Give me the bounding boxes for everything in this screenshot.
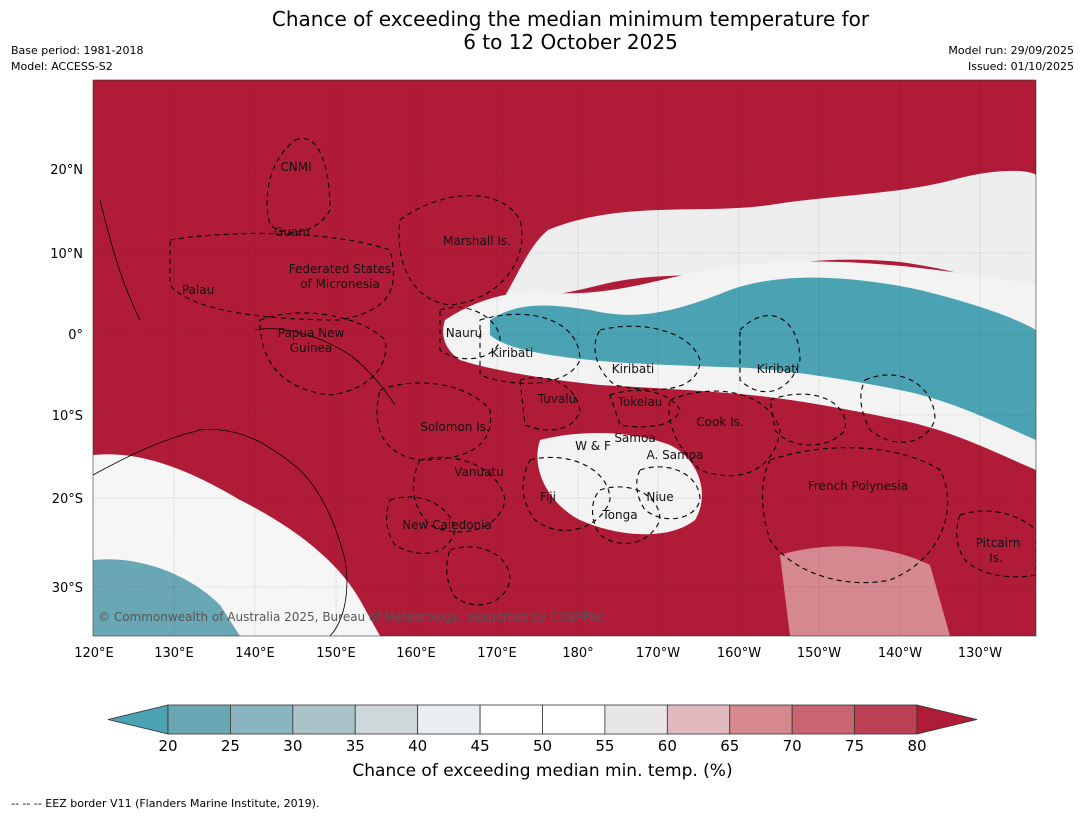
colorbar-tick-label: 45: [471, 737, 490, 755]
place-label: Kiribati: [491, 346, 533, 360]
place-label: Kiribati: [612, 362, 654, 376]
colorbar-segment: [604, 704, 668, 735]
place-label: Papua New: [278, 326, 345, 340]
southeast-pink: [780, 546, 950, 636]
lat-label: 0°: [68, 328, 83, 343]
place-label: Cook Is.: [696, 415, 743, 429]
colorbar-tick-label: 40: [408, 737, 427, 755]
lon-label: 120°E: [74, 646, 114, 661]
graticule: [93, 80, 1036, 636]
colorbar-min-extension: [107, 704, 169, 735]
colorbar-segment: [791, 704, 855, 735]
place-labels: CNMI Guam Marshall Is. Federated States …: [182, 160, 1020, 565]
lon-label: 130°E: [154, 646, 194, 661]
colorbar-tick-label: 35: [346, 737, 365, 755]
eez-footnote: -- -- -- EEZ border V11 (Flanders Marine…: [11, 797, 320, 810]
colorbar-segment: [417, 704, 481, 735]
place-label: Tokelau: [617, 395, 663, 409]
place-label: Guam: [274, 225, 310, 239]
colorbar-tick-label: 55: [595, 737, 614, 755]
place-label: Nauru: [446, 326, 482, 340]
place-label: Vanuatu: [454, 465, 504, 479]
lon-label: 140°W: [878, 646, 922, 661]
lat-label: 20°N: [50, 163, 83, 178]
cool-anomaly-teal: [490, 277, 1036, 440]
lon-label: 140°E: [235, 646, 275, 661]
colorbar-tick-label: 30: [283, 737, 302, 755]
model-run-text: Model run: 29/09/2025: [948, 44, 1074, 57]
longitude-labels: 120°E 130°E 140°E 150°E 160°E 170°E 180°…: [74, 646, 1002, 661]
run-info: Model run: 29/09/2025 Issued: 01/10/2025: [948, 43, 1074, 75]
place-label: Niue: [646, 490, 673, 504]
colorbar-tick-label: 25: [221, 737, 240, 755]
colorbar-segment: [542, 704, 606, 735]
colorbar-tick-label: 60: [658, 737, 677, 755]
place-label: Is.: [989, 551, 1003, 565]
place-label: Tonga: [601, 508, 637, 522]
place-label: Palau: [182, 283, 214, 297]
colorbar-segment: [729, 704, 793, 735]
lat-label: 30°S: [52, 581, 83, 596]
lon-label: 170°W: [636, 646, 680, 661]
colorbar-tick-label: 75: [845, 737, 864, 755]
lon-label: 150°E: [316, 646, 356, 661]
base-period-text: Base period: 1981-2018: [11, 44, 144, 57]
colorbar-segment: [292, 704, 356, 735]
place-label: of Micronesia: [300, 277, 380, 291]
lon-label: 160°E: [396, 646, 436, 661]
colorbar-tick-label: 80: [907, 737, 926, 755]
colorbar-tick-label: 50: [533, 737, 552, 755]
map-field: CNMI Guam Marshall Is. Federated States …: [93, 80, 1036, 636]
place-label: Samoa: [614, 431, 655, 445]
map-title: Chance of exceeding the median minimum t…: [0, 8, 1085, 54]
place-label: W & F: [575, 439, 611, 453]
lon-label: 180°: [562, 646, 593, 661]
colorbar-segment: [167, 704, 231, 735]
place-label: Fiji: [540, 490, 556, 504]
place-label: Federated States: [289, 262, 391, 276]
place-label: Guinea: [290, 341, 333, 355]
colorbar-tick-label: 20: [158, 737, 177, 755]
colorbar-max-extension: [916, 704, 978, 735]
colorbar-segment: [666, 704, 731, 735]
tropical-band-white: [505, 170, 1036, 300]
colorbar-segment: [854, 704, 918, 735]
lat-label: 10°S: [52, 409, 83, 424]
place-label: Pitcairn: [976, 536, 1021, 550]
place-label: Marshall Is.: [443, 234, 511, 248]
place-label: CNMI: [280, 160, 311, 174]
lon-label: 130°W: [958, 646, 1002, 661]
base-info: Base period: 1981-2018 Model: ACCESS-S2: [11, 43, 143, 75]
copyright-text: © Commonwealth of Australia 2025, Bureau…: [98, 610, 603, 624]
colorbar-segment: [479, 704, 543, 735]
issued-text: Issued: 01/10/2025: [967, 60, 1074, 73]
colorbar-segment: [230, 704, 294, 735]
place-label: Kiribati: [757, 362, 799, 376]
place-label: French Polynesia: [808, 479, 908, 493]
lat-label: 20°S: [52, 492, 83, 507]
lat-label: 10°N: [50, 247, 83, 262]
place-label: Solomon Is.: [420, 420, 490, 434]
title-line-1: Chance of exceeding the median minimum t…: [271, 7, 870, 31]
lon-label: 150°W: [797, 646, 841, 661]
colorbar-segment: [354, 704, 419, 735]
model-text: Model: ACCESS-S2: [11, 60, 113, 73]
eez-borders: [169, 137, 1036, 606]
australia-teal: [93, 559, 240, 636]
place-label: A. Samoa: [647, 448, 704, 462]
colorbar: 20 25 30 35 40 45 50 55 60 65 70 75 80: [107, 704, 978, 755]
place-label: Tuvalu: [537, 392, 577, 406]
latitude-labels: 20°N 10°N 0° 10°S 20°S 30°S: [50, 163, 83, 596]
lon-label: 160°W: [717, 646, 761, 661]
colorbar-tick-label: 65: [720, 737, 739, 755]
map-frame: [92, 79, 1037, 637]
lon-label: 170°E: [477, 646, 517, 661]
colorbar-title: Chance of exceeding median min. temp. (%…: [352, 761, 733, 781]
place-label: New Caledonia: [402, 518, 492, 532]
colorbar-tick-label: 70: [783, 737, 802, 755]
title-line-2: 6 to 12 October 2025: [463, 30, 678, 54]
south-pacific-white: [537, 433, 702, 535]
